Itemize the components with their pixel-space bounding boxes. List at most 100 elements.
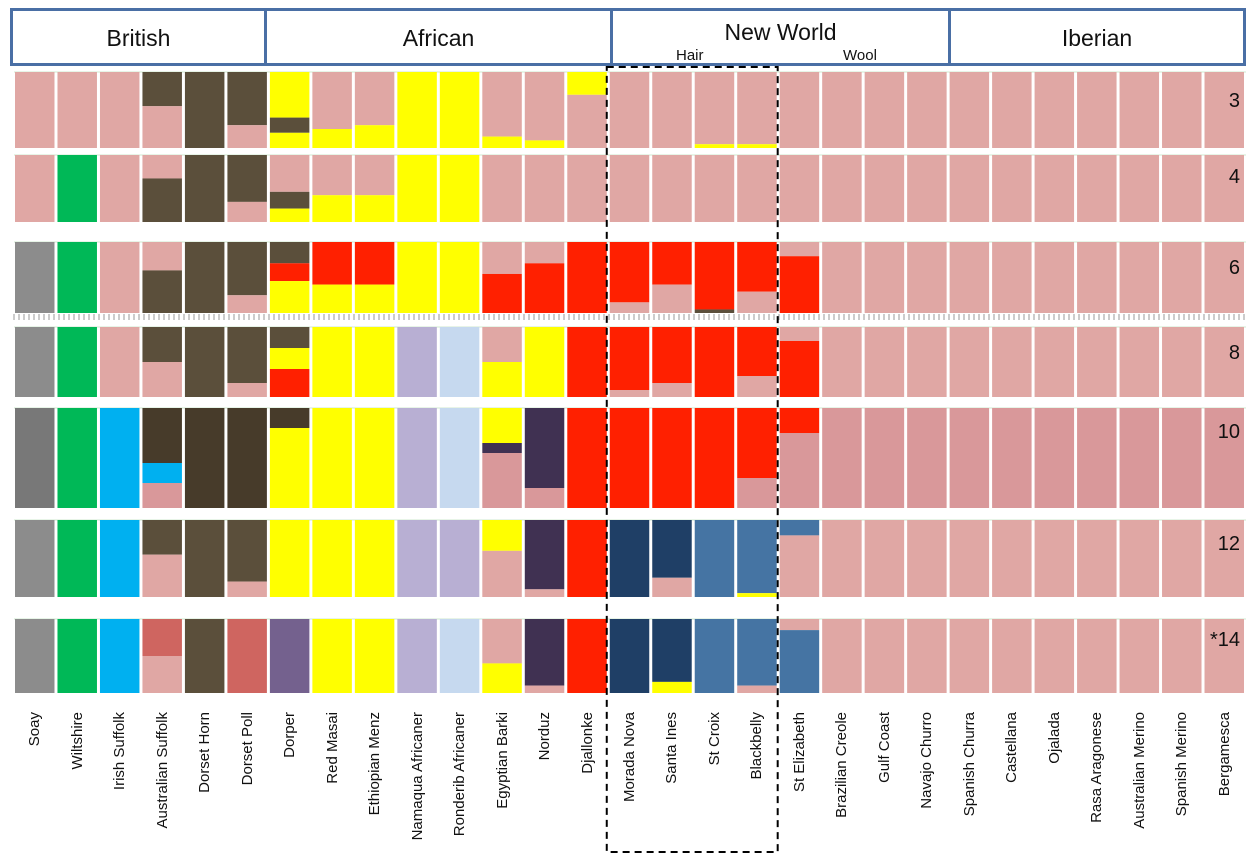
bar-spanish-merino-k10 xyxy=(1162,408,1202,508)
bar-santa-ines-k10 xyxy=(652,408,692,508)
segment-pink xyxy=(354,72,395,126)
bar-red-masai-k10 xyxy=(312,408,352,508)
bar-st-croix-k4 xyxy=(694,155,735,222)
segment-olive xyxy=(227,72,267,126)
segment-pink xyxy=(227,581,267,597)
bar-dorset-poll-k10 xyxy=(227,408,267,508)
bar-gulf-coast-k14 xyxy=(864,619,905,693)
bar-navajo-churro-k4 xyxy=(907,155,947,222)
segment-gray xyxy=(15,327,55,397)
bar-ronderib-africaner-k12 xyxy=(439,520,480,597)
breed-label-ojalada: Ojalada xyxy=(1045,712,1063,764)
segment-olive xyxy=(142,408,182,463)
segment-pink xyxy=(524,488,565,508)
breed-label-brazilian-creole: Brazilian Creole xyxy=(833,712,851,818)
segment-pink xyxy=(482,242,522,274)
segment-pink xyxy=(694,72,735,145)
bar-spanish-churra-k6 xyxy=(949,242,990,313)
bar-australian-merino-k3 xyxy=(1119,72,1160,148)
breed-label-djallonke: Djallonke xyxy=(578,712,596,774)
segment-pink xyxy=(737,478,777,508)
segment-pink xyxy=(1077,327,1117,397)
segment-yellow xyxy=(269,281,310,313)
segment-yellow xyxy=(397,155,437,222)
bar-spanish-merino-k3 xyxy=(1162,72,1202,148)
segment-pink xyxy=(1162,242,1202,313)
breed-label-spanish-merino: Spanish Merino xyxy=(1173,712,1191,817)
k-label-12: 12 xyxy=(1217,533,1240,555)
k-label-14: *14 xyxy=(1209,629,1240,651)
segment-yellow xyxy=(482,408,522,443)
segment-red xyxy=(779,256,820,313)
bar-red-masai-k8 xyxy=(312,327,352,397)
bar-brazilian-creole-k6 xyxy=(822,242,862,313)
bar-rasa-aragonese-k6 xyxy=(1077,242,1117,313)
bar-bergamesca-k14 xyxy=(1204,619,1244,693)
bar-egyptian-barki-k14 xyxy=(482,619,522,693)
segment-lavender xyxy=(397,327,437,397)
bar-st-croix-k10 xyxy=(694,408,735,508)
breed-label-australian-merino: Australian Merino xyxy=(1130,712,1148,829)
bar-dorset-horn-k10 xyxy=(184,408,225,508)
bar-bergamesca-k10 xyxy=(1204,408,1244,508)
bar-ojalada-k4 xyxy=(1034,155,1075,222)
segment-steelblue xyxy=(779,630,820,693)
segment-red xyxy=(737,408,777,478)
segment-yellow xyxy=(354,195,395,222)
bar-irish-suffolk-k12 xyxy=(99,520,140,597)
segment-yellow xyxy=(694,144,735,148)
breed-label-ronderib-africaner: Ronderib Africaner xyxy=(451,712,469,837)
bar-ethiopian-menz-k12 xyxy=(354,520,395,597)
segment-navy xyxy=(609,520,650,597)
segment-pink xyxy=(482,72,522,137)
bar-soay-k10 xyxy=(15,408,55,508)
segment-pink xyxy=(482,327,522,362)
k-row-10 xyxy=(14,407,1246,508)
bar-wiltshire-k3 xyxy=(57,72,97,148)
segment-pink xyxy=(1034,408,1075,508)
breed-label-bergamesca: Bergamesca xyxy=(1215,712,1233,797)
segment-salmon xyxy=(142,619,182,656)
bar-dorset-horn-k6 xyxy=(184,242,225,313)
segment-pink xyxy=(737,376,777,397)
segment-pink xyxy=(312,72,352,129)
segment-pink xyxy=(949,72,990,148)
bar-st-elizabeth-k10 xyxy=(779,408,820,508)
k-label-3: 3 xyxy=(1228,90,1240,112)
bar-wiltshire-k12 xyxy=(57,520,97,597)
subgroup-label-hair: Hair xyxy=(676,47,704,64)
segment-cyan xyxy=(142,463,182,483)
breed-label-rasa-aragonese: Rasa Aragonese xyxy=(1088,712,1106,823)
k-row-4 xyxy=(14,154,1246,222)
segment-navy xyxy=(652,619,692,682)
bar-st-elizabeth-k14 xyxy=(779,619,820,693)
segment-pink xyxy=(57,72,97,148)
segment-cyan xyxy=(99,520,140,597)
bar-navajo-churro-k12 xyxy=(907,520,947,597)
segment-lavender xyxy=(397,408,437,508)
segment-pink xyxy=(1162,327,1202,397)
bar-ronderib-africaner-k6 xyxy=(439,242,480,313)
bar-st-croix-k6 xyxy=(694,242,735,313)
segment-red xyxy=(567,242,607,313)
segment-pink xyxy=(822,408,862,508)
bar-egyptian-barki-k4 xyxy=(482,155,522,222)
bar-ethiopian-menz-k14 xyxy=(354,619,395,693)
segment-lightblue xyxy=(439,327,480,397)
bar-castellana-k4 xyxy=(992,155,1032,222)
segment-pink xyxy=(99,327,140,397)
bar-norduz-k12 xyxy=(524,520,565,597)
bar-irish-suffolk-k8 xyxy=(99,327,140,397)
k-row-12 xyxy=(14,519,1246,597)
bar-morada-nova-k12 xyxy=(609,520,650,597)
segment-steelblue xyxy=(737,520,777,594)
segment-yellow xyxy=(312,129,352,148)
bar-ojalada-k14 xyxy=(1034,619,1075,693)
bar-namaqua-africaner-k4 xyxy=(397,155,437,222)
segment-pink xyxy=(1204,155,1244,222)
breed-label-dorset-horn: Dorset Horn xyxy=(196,712,214,793)
segment-pink xyxy=(1034,619,1075,693)
segment-pink xyxy=(949,155,990,222)
bar-rasa-aragonese-k8 xyxy=(1077,327,1117,397)
bar-bergamesca-k8 xyxy=(1204,327,1244,397)
